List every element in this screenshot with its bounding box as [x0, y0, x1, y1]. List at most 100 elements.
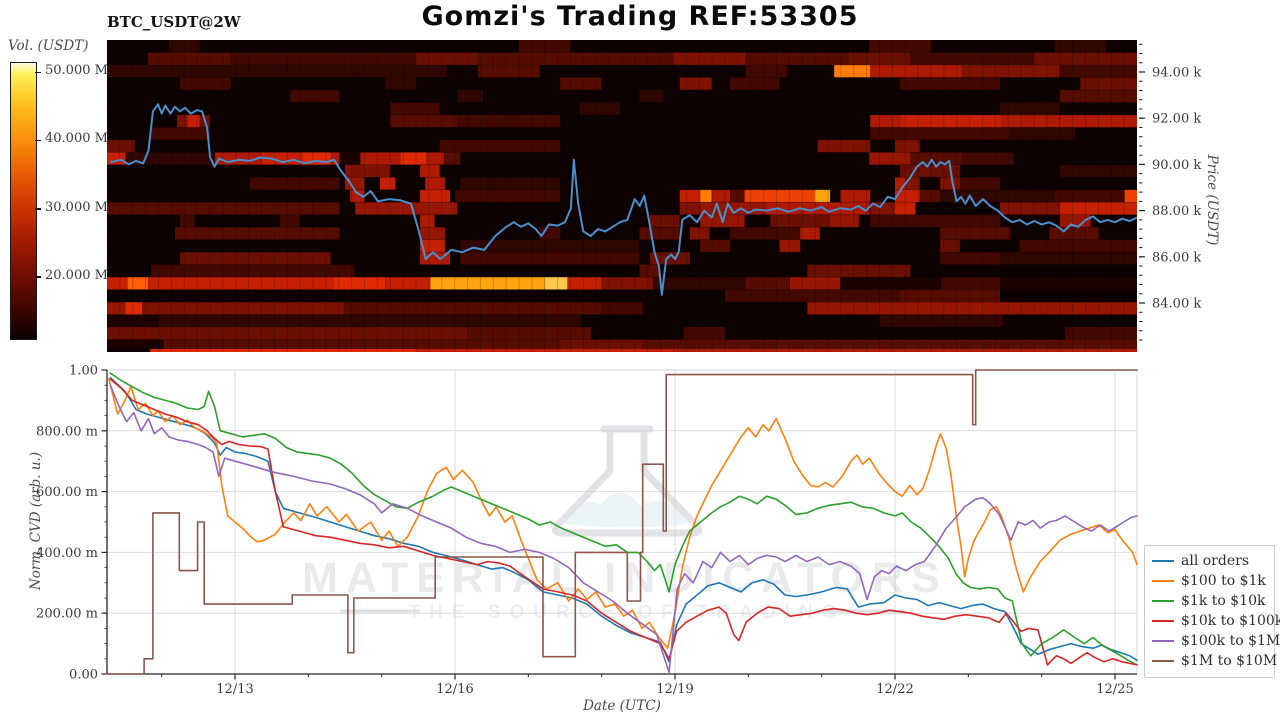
colorbar-tick-label: 20.000 M	[45, 267, 108, 283]
heatmap-run	[344, 177, 365, 190]
price-tick-label: 86.00 k	[1152, 250, 1201, 265]
heatmap-run	[905, 177, 920, 190]
heatmap-run	[174, 227, 340, 240]
heatmap-run	[807, 339, 1137, 349]
heatmap-run	[168, 40, 200, 53]
heatmap-run	[1064, 327, 1137, 340]
cvd-tick-label: 800.00 m	[36, 424, 98, 439]
heatmap-run	[900, 77, 1001, 90]
heatmap-run	[679, 202, 701, 215]
heatmap-run	[711, 189, 731, 203]
heatmap-run	[679, 189, 701, 203]
heatmap-run	[333, 277, 386, 290]
colorbar-tick	[35, 71, 41, 73]
heatmap-run	[1059, 202, 1137, 215]
heatmap-run	[460, 252, 640, 265]
watermark-line1: MATERIAL INDICATORS	[302, 554, 948, 602]
heatmap-run	[107, 277, 128, 290]
date-tick-label: 12/13	[216, 682, 253, 697]
heatmap-run	[163, 339, 561, 349]
legend-swatch	[1152, 559, 1174, 563]
heatmap-run	[148, 52, 231, 65]
heatmap-run	[649, 252, 690, 265]
heatmap-run	[961, 65, 1060, 78]
heatmap-run	[601, 277, 653, 290]
heatmap-run	[1059, 89, 1137, 103]
heatmap-run	[959, 177, 1001, 190]
heatmap-run	[426, 152, 444, 165]
heatmap-run	[107, 152, 126, 165]
colorbar-label: Vol. (USDT)	[8, 38, 89, 54]
series-line--100k-to-1m	[109, 384, 1138, 674]
legend-label: $1k to $10k	[1181, 593, 1266, 609]
heatmap-run	[1019, 239, 1137, 253]
heatmap-run	[814, 189, 831, 203]
legend: all orders $100 to $1k $1k to $10k $10k to …	[1144, 545, 1280, 678]
date-tick-label: 12/19	[656, 682, 693, 697]
heatmap-run	[700, 239, 731, 253]
heatmap-run	[870, 127, 1011, 140]
heatmap-run	[789, 277, 841, 290]
heatmap-run	[250, 177, 340, 190]
heatmap-run	[107, 339, 164, 349]
heatmap-run	[1054, 40, 1107, 53]
heatmap-run	[390, 102, 440, 115]
cvd-tick-label: 200.00 m	[36, 607, 98, 622]
heatmap-run	[455, 189, 561, 203]
legend-label: $100 to $1k	[1181, 573, 1266, 589]
heatmap-run	[639, 264, 661, 278]
heatmap-run	[107, 65, 447, 78]
heatmap-run	[940, 177, 960, 190]
legend-swatch	[1152, 639, 1174, 643]
legend-item: $100 to $1k	[1152, 571, 1267, 591]
watermark-line2: THE SOURCE OF TRADING	[408, 602, 845, 623]
heatmap-run	[180, 252, 331, 265]
heatmap-run	[817, 139, 871, 153]
heatmap-run	[390, 114, 458, 128]
heatmap-run	[1000, 102, 1060, 115]
heatmap-run	[339, 152, 361, 165]
price-tick-label: 94.00 k	[1152, 65, 1201, 80]
heatmap-run	[400, 152, 427, 165]
heatmap-run	[379, 177, 396, 190]
heatmap-run	[420, 189, 450, 203]
heatmap-run	[151, 264, 355, 278]
symbol-timeframe-label: BTC_USDT@2W	[107, 13, 241, 31]
price-tick-label: 90.00 k	[1152, 158, 1201, 173]
heatmap-run	[416, 349, 674, 352]
series-line--100-to-1k	[108, 378, 1138, 650]
heatmap-run	[343, 302, 602, 315]
colorbar-tick-label: 40.000 M	[45, 131, 108, 147]
heatmap-run	[107, 302, 126, 315]
date-tick-label: 12/16	[436, 682, 473, 697]
price-tick-label: 88.00 k	[1152, 204, 1201, 219]
heatmap-run	[894, 202, 916, 215]
heatmap-run	[679, 77, 712, 90]
series-line-all-orders	[109, 376, 1138, 663]
heatmap-run	[460, 177, 561, 190]
heatmap-run	[1059, 114, 1137, 128]
legend-item: $10k to $100k	[1152, 611, 1280, 631]
heatmap-run	[1049, 227, 1099, 240]
heatmap-run	[457, 89, 483, 103]
heatmap-run	[544, 277, 568, 290]
heatmap-run	[1010, 127, 1076, 140]
heatmap-run	[416, 52, 478, 65]
heatmap-run	[639, 89, 664, 103]
heatmap-run	[385, 77, 416, 90]
heatmap-run	[460, 239, 640, 253]
heatmap-run	[730, 189, 745, 203]
legend-swatch	[1152, 619, 1174, 623]
heatmap-run	[870, 114, 901, 128]
cvd-series-lines	[106, 369, 1138, 675]
heatmap-run	[290, 89, 340, 103]
legend-swatch	[1152, 599, 1174, 603]
heatmap-run	[350, 189, 365, 203]
heatmap-run	[900, 289, 1001, 303]
heatmap-run	[560, 77, 602, 90]
heatmap-run	[840, 277, 942, 290]
heatmap-run	[355, 202, 458, 215]
legend-swatch	[1152, 579, 1174, 583]
cvd-axes	[101, 369, 1138, 680]
